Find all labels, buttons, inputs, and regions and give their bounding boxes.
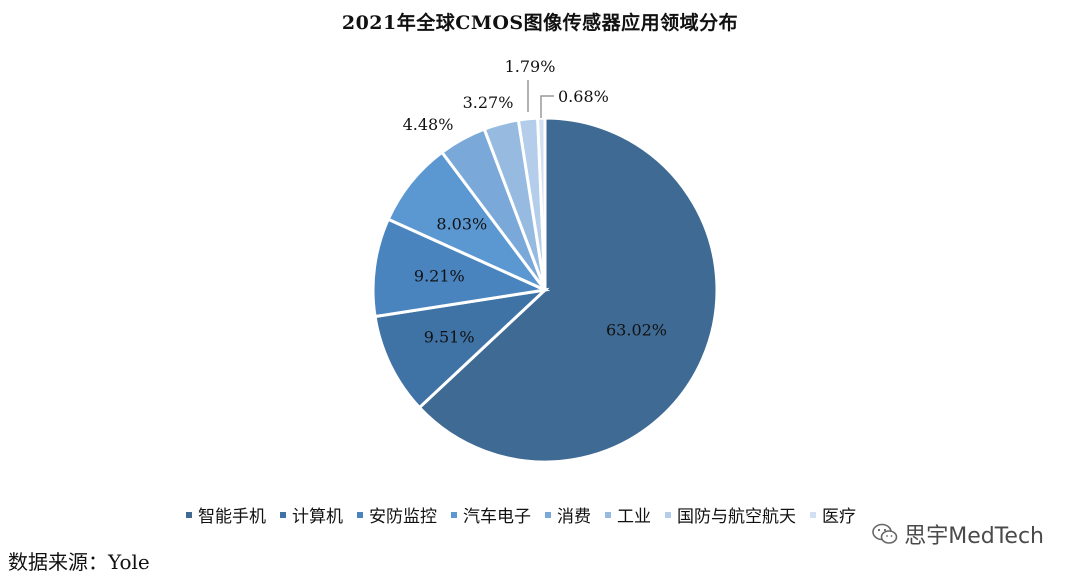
legend-label-7: 国防与航空航天 bbox=[677, 507, 796, 527]
legend-swatch-6 bbox=[605, 511, 611, 518]
wechat-icon bbox=[872, 523, 898, 544]
chart-title: 2021年全球CMOS图像传感器应用领域分布 bbox=[341, 12, 739, 34]
legend-label-6: 工业 bbox=[617, 507, 651, 527]
legend-swatch-7 bbox=[665, 511, 671, 518]
legend-swatch-2 bbox=[280, 511, 286, 518]
legend-label-4: 汽车电子 bbox=[463, 507, 531, 527]
legend-item-7: 国防与航空航天 bbox=[665, 502, 796, 527]
leader-line-8 bbox=[540, 95, 554, 118]
slice-label-2: 9.51% bbox=[424, 328, 475, 347]
legend-swatch-8 bbox=[810, 511, 816, 518]
slice-label-8: 0.68% bbox=[558, 87, 609, 106]
legend-item-2: 计算机 bbox=[280, 502, 343, 527]
legend-label-2: 计算机 bbox=[292, 507, 343, 527]
pie-slice-3 bbox=[371, 217, 551, 319]
pie-chart: 63.02% 9.51% 9.21% 8.03% 4.48% 3.27% 1.79%0.68… bbox=[371, 57, 719, 464]
legend-swatch-4 bbox=[451, 511, 457, 518]
legend-item-1: 智能手机 bbox=[186, 502, 266, 527]
legend-label-5: 消费 bbox=[557, 507, 591, 527]
legend-label-1: 智能手机 bbox=[198, 507, 266, 527]
slice-label-1: 63.02% bbox=[606, 321, 667, 340]
watermark: 思宇MedTech bbox=[872, 518, 1044, 550]
legend-item-4: 汽车电子 bbox=[451, 502, 531, 527]
slice-label-3: 9.21% bbox=[414, 267, 465, 286]
slice-label-5: 4.48% bbox=[403, 115, 454, 134]
legend-item-5: 消费 bbox=[545, 502, 591, 527]
pie-slice-1 bbox=[417, 116, 719, 464]
legend-swatch-3 bbox=[357, 511, 363, 518]
slice-label-6: 3.27% bbox=[463, 93, 514, 112]
slice-label-4: 8.03% bbox=[436, 214, 487, 233]
legend-label-8: 医疗 bbox=[822, 507, 856, 527]
source-note: 数据来源：Yole bbox=[8, 550, 150, 574]
legend-item-8: 医疗 bbox=[810, 502, 856, 527]
pie-slice-2 bbox=[373, 287, 550, 410]
legend-item-6: 工业 bbox=[605, 502, 651, 527]
legend-swatch-5 bbox=[545, 511, 551, 518]
watermark-text: 思宇MedTech bbox=[904, 524, 1044, 549]
pie-slice-8 bbox=[536, 116, 547, 291]
legend-label-3: 安防监控 bbox=[369, 507, 437, 527]
legend-item-3: 安防监控 bbox=[357, 502, 437, 527]
slice-label-7: 1.79% bbox=[505, 57, 556, 76]
legend-swatch-1 bbox=[186, 511, 192, 518]
legend: 智能手机 计算机 安防监控 汽车电子 消费 工业 国防与航空航天 医疗 bbox=[186, 502, 870, 527]
